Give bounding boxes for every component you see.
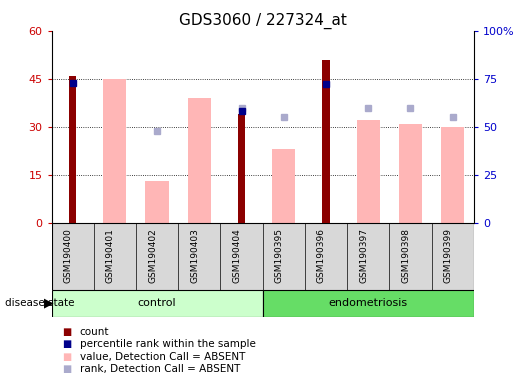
Text: GSM190402: GSM190402 [148, 228, 157, 283]
Text: GSM190397: GSM190397 [359, 228, 368, 283]
Bar [103, 79, 127, 223]
Text: GSM190398: GSM190398 [402, 228, 410, 283]
Text: GSM190400: GSM190400 [64, 228, 73, 283]
Bar [399, 124, 422, 223]
Text: ■: ■ [62, 352, 71, 362]
Bar [187, 98, 211, 223]
Bar [272, 149, 296, 223]
Text: GSM190396: GSM190396 [317, 228, 326, 283]
Text: count: count [80, 327, 109, 337]
Bar [145, 181, 169, 223]
Text: GSM190404: GSM190404 [233, 228, 242, 283]
Text: GSM190403: GSM190403 [191, 228, 199, 283]
Text: percentile rank within the sample: percentile rank within the sample [80, 339, 256, 349]
Text: ■: ■ [62, 327, 71, 337]
Text: control: control [138, 298, 176, 308]
Bar [441, 127, 465, 223]
Text: GSM190395: GSM190395 [275, 228, 284, 283]
Bar [322, 60, 330, 223]
Title: GDS3060 / 227324_at: GDS3060 / 227324_at [179, 13, 347, 29]
Text: rank, Detection Call = ABSENT: rank, Detection Call = ABSENT [80, 364, 240, 374]
Bar [263, 290, 474, 317]
Text: disease state: disease state [5, 298, 75, 308]
Text: endometriosis: endometriosis [329, 298, 408, 308]
Bar [356, 120, 380, 223]
Text: ■: ■ [62, 339, 71, 349]
Text: value, Detection Call = ABSENT: value, Detection Call = ABSENT [80, 352, 245, 362]
Bar [69, 76, 76, 223]
Bar [52, 290, 263, 317]
Text: ▶: ▶ [44, 297, 54, 310]
Text: ■: ■ [62, 364, 71, 374]
Bar [238, 114, 245, 223]
Text: GSM190401: GSM190401 [106, 228, 115, 283]
Text: GSM190399: GSM190399 [444, 228, 453, 283]
